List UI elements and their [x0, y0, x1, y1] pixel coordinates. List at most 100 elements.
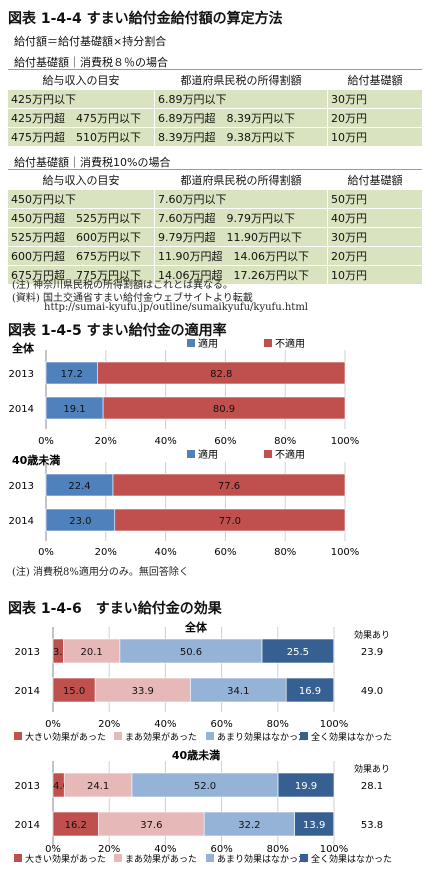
legend-label: あまり効果はなかった	[217, 731, 307, 743]
category-label: 2013	[15, 781, 40, 792]
formula-text: 給付額＝給付基礎額×持分割合	[14, 35, 167, 48]
data-label: 82.8	[210, 369, 232, 380]
table-cell: 600万円超 675万円以下	[8, 247, 154, 265]
legend-swatch	[114, 732, 122, 740]
x-tick-label: 100%	[320, 719, 349, 730]
figure-1-4-5-title: 図表 1-4-5 すまい給付金の適用率	[8, 323, 227, 339]
x-tick-label: 20%	[98, 844, 120, 855]
table-10pct: 給与収入の目安 都道府県民税の所得割額 給付基礎額 450万円以下 7.60万円…	[7, 170, 423, 285]
table-8pct: 給与収入の目安 都道府県民税の所得割額 給付基礎額 425万円以下 6.89万円…	[7, 70, 423, 147]
data-label: 33.9	[132, 686, 154, 697]
data-label: 50.6	[180, 647, 202, 658]
category-label: 2013	[15, 647, 40, 658]
bar-segment	[52, 677, 96, 703]
legend-swatch	[300, 854, 308, 862]
table-cell: 14.06万円超 17.26万円以下	[155, 266, 327, 284]
legend-label: 大きい効果があった	[25, 731, 106, 743]
table-cell: 9.79万円超 11.90万円以下	[155, 228, 327, 246]
x-tick-label: 100%	[331, 436, 360, 447]
x-tick-label: 60%	[214, 436, 236, 447]
header-cell: 給与収入の目安	[8, 71, 154, 89]
legend-swatch	[14, 732, 22, 740]
x-tick-label: 40%	[154, 436, 176, 447]
bar-segment	[203, 811, 295, 837]
table-cell: 50万円	[328, 190, 422, 208]
table-row: 525万円超 600万円以下 9.79万円超 11.90万円以下 30万円	[8, 228, 422, 246]
table-cell: 475万円超 510万円以下	[8, 128, 154, 146]
legend-swatch	[187, 339, 195, 347]
table-cell: 40万円	[328, 209, 422, 227]
x-tick-label: 80%	[274, 547, 296, 558]
table-row: 450万円以下 7.60万円以下 50万円	[8, 190, 422, 208]
data-label: 19.1	[63, 404, 85, 415]
category-label: 2014	[9, 516, 34, 527]
x-tick-label: 0%	[45, 719, 61, 730]
legend-label: まあ効果があった	[125, 731, 197, 743]
category-label: 2013	[9, 369, 34, 380]
table-cell: 30万円	[328, 228, 422, 246]
bar-segment	[131, 772, 279, 798]
bar-segment	[261, 638, 335, 664]
category-label: 2014	[15, 820, 40, 831]
data-label: 19.9	[295, 781, 317, 792]
table-cell: 6.89万円超 8.39万円以下	[155, 109, 327, 127]
table-row: 450万円超 525万円以下 7.60万円超 9.79万円以下 40万円	[8, 209, 422, 227]
legend-label: あまり効果はなかった	[217, 853, 307, 865]
figure-1-4-6-title: 図表 1-4-6 すまい給付金の効果	[8, 601, 222, 617]
legend-label: 全く効果はなかった	[311, 731, 392, 743]
data-label: 52.0	[194, 781, 216, 792]
category-label: 2014	[15, 686, 40, 697]
header-cell: 給付基礎額	[328, 171, 422, 189]
data-label: 15.0	[63, 686, 85, 697]
data-label: 24.1	[87, 781, 109, 792]
table-cell: 8.39万円超 9.38万円以下	[155, 128, 327, 146]
effect-value: 28.1	[361, 781, 383, 792]
table8-caption: 給付基礎額｜消費税８％の場合	[14, 56, 168, 69]
data-label: 23.0	[69, 516, 91, 527]
table-cell: 425万円以下	[8, 90, 154, 108]
data-label: 20.1	[81, 647, 103, 658]
header-cell: 給付基礎額	[328, 71, 422, 89]
x-tick-label: 60%	[214, 547, 236, 558]
header-cell: 給与収入の目安	[8, 171, 154, 189]
x-tick-label: 20%	[98, 719, 120, 730]
table-cell: 6.89万円以下	[155, 90, 327, 108]
table-cell: 10万円	[328, 128, 422, 146]
legend-swatch	[206, 854, 214, 862]
data-label: 25.5	[287, 647, 309, 658]
category-label: 2014	[9, 404, 34, 415]
legend-label: 適用	[198, 337, 218, 350]
source-url: http://sumai-kyufu.jp/outline/sumaikyufu…	[44, 302, 309, 313]
figure-1-4-4-title: 図表 1-4-4 すまい給付金給付額の算定方法	[8, 11, 283, 27]
legend-label: 不適用	[275, 337, 305, 350]
bar-segment	[112, 473, 346, 497]
data-label: 32.2	[238, 820, 260, 831]
data-label: 16.9	[299, 686, 321, 697]
bar-segment	[114, 508, 346, 532]
table-row: 600万円超 675万円以下 11.90万円超 14.06万円以下 20万円	[8, 247, 422, 265]
table-cell: 425万円超 475万円以下	[8, 109, 154, 127]
x-tick-label: 100%	[320, 844, 349, 855]
legend-swatch	[114, 854, 122, 862]
x-tick-label: 80%	[267, 719, 289, 730]
bar-segment	[63, 638, 121, 664]
bar-segment	[119, 638, 263, 664]
table-cell: 450万円超 525万円以下	[8, 209, 154, 227]
legend-swatch	[14, 854, 22, 862]
bar-segment	[285, 677, 335, 703]
legend-swatch	[206, 732, 214, 740]
x-tick-label: 20%	[95, 547, 117, 558]
bar-segment	[190, 677, 287, 703]
table10-caption: 給付基礎額｜消費税10%の場合	[14, 156, 171, 169]
data-label: 37.6	[140, 820, 162, 831]
header-cell: 都道府県民税の所得割額	[155, 171, 327, 189]
table-cell: 7.60万円超 9.79万円以下	[155, 209, 327, 227]
x-tick-label: 80%	[274, 436, 296, 447]
effect-value: 53.8	[361, 820, 383, 831]
data-label: 22.4	[68, 481, 90, 492]
chart-title: 全体	[184, 620, 208, 634]
chart-title: 40歳未満	[172, 748, 220, 762]
x-tick-label: 40%	[154, 547, 176, 558]
legend-label: 全く効果はなかった	[311, 853, 392, 865]
